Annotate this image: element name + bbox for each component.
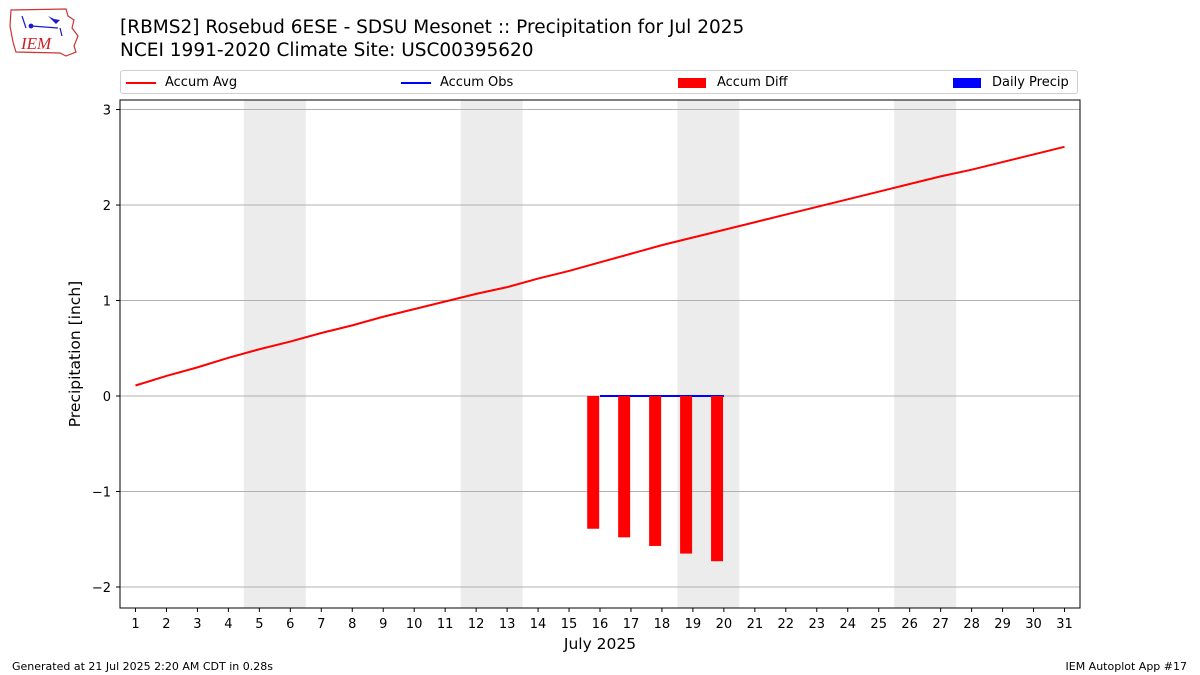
y-axis-label: Precipitation [inch] [66,281,84,427]
accum-diff-bar-20 [711,396,724,562]
legend-swatch-accum-obs [401,82,431,84]
x-tick-label: 12 [468,617,485,632]
x-tick-label: 27 [932,617,949,632]
app-credit: IEM Autoplot App #17 [1065,660,1188,673]
x-tick-label: 25 [870,617,887,632]
y-tick-label: 3 [103,104,111,119]
weekend-band-4 [894,100,957,608]
accum-avg-line [135,145,1065,387]
x-tick-label: 8 [348,617,356,632]
generated-timestamp: Generated at 21 Jul 2025 2:20 AM CDT in … [12,660,273,673]
chart-subtitle: NCEI 1991-2020 Climate Site: USC00395620 [120,40,534,61]
x-tick-label: 14 [530,617,547,632]
legend-label-accum-diff: Accum Diff [717,75,788,90]
x-axis-label: July 2025 [563,635,636,653]
accum-diff-bar-16 [587,396,600,529]
chart-title: [RBMS2] Rosebud 6ESE - SDSU Mesonet :: P… [120,17,745,38]
x-tick-label: 4 [224,617,232,632]
weekend-band-2 [460,100,523,608]
x-tick-label: 23 [809,617,826,632]
x-tick-label: 9 [379,617,387,632]
x-tick-label: 6 [286,617,294,632]
legend-swatch-accum-avg [126,82,156,84]
y-tick-label: −2 [92,581,111,596]
accum-diff-bar-18 [649,396,662,546]
accum-diff-bar-19 [680,396,693,554]
iem-logo: IEM [8,6,80,58]
x-tick-label: 17 [623,617,640,632]
legend-label-accum-obs: Accum Obs [440,75,514,90]
legend-swatch-accum-diff [678,78,706,88]
x-tick-label: 21 [747,617,764,632]
legend-label-daily-precip: Daily Precip [992,75,1069,90]
x-tick-label: 13 [499,617,516,632]
x-tick-label: 5 [255,617,263,632]
x-tick-label: 31 [1056,617,1073,632]
chart-legend: Accum Avg Accum Obs Accum Diff Daily Pre… [120,70,1078,94]
x-tick-label: 29 [994,617,1011,632]
x-tick-label: 7 [317,617,325,632]
y-tick-label: −1 [92,486,111,501]
x-tick-label: 24 [839,617,856,632]
x-tick-label: 2 [162,617,170,632]
y-tick-label: 0 [103,390,111,405]
x-tick-label: 10 [406,617,423,632]
x-tick-label: 1 [131,617,139,632]
x-tick-label: 28 [963,617,980,632]
x-tick-label: 16 [592,617,609,632]
y-tick-label: 2 [103,199,111,214]
x-tick-label: 30 [1025,617,1042,632]
x-tick-label: 15 [561,617,578,632]
x-tick-label: 19 [685,617,702,632]
x-tick-label: 11 [437,617,454,632]
x-tick-label: 3 [193,617,201,632]
legend-label-accum-avg: Accum Avg [165,75,238,90]
x-tick-label: 20 [716,617,733,632]
legend-swatch-daily-precip [953,78,981,88]
y-tick-label: 1 [103,295,111,310]
x-tick-label: 18 [654,617,671,632]
x-tick-label: 26 [901,617,918,632]
accum-diff-bar-17 [618,396,631,538]
x-tick-label: 22 [778,617,795,632]
logo-text: IEM [20,34,52,53]
weekend-band-1 [243,100,306,608]
